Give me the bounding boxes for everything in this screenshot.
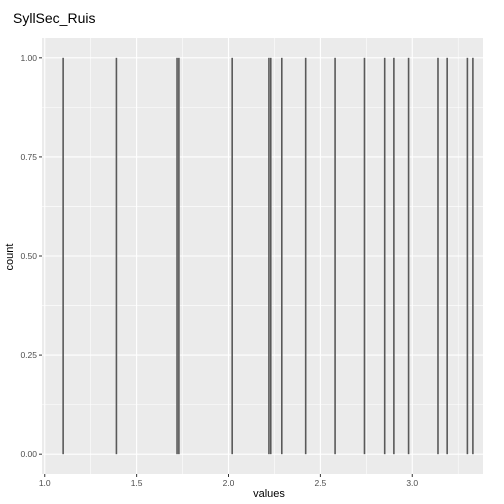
bar xyxy=(466,57,469,455)
y-tick-label: 0.50 xyxy=(20,251,37,261)
bar xyxy=(268,57,270,455)
bar xyxy=(269,57,272,455)
x-tick-label: 1.5 xyxy=(131,478,143,488)
x-tick-label: 2.0 xyxy=(223,478,235,488)
bar xyxy=(383,57,386,455)
bar xyxy=(437,57,439,455)
bar xyxy=(62,57,64,455)
y-axis: 0.00 0.25 0.50 0.75 1.00 xyxy=(20,53,42,459)
bar xyxy=(334,57,336,455)
bar xyxy=(115,57,118,455)
bar xyxy=(407,57,410,455)
bar xyxy=(393,57,395,455)
bar xyxy=(178,57,180,455)
bar xyxy=(472,57,474,455)
x-tick-label: 2.5 xyxy=(314,478,326,488)
y-axis-title: count xyxy=(4,244,16,271)
bar xyxy=(446,57,448,455)
x-tick-label: 1.0 xyxy=(39,478,51,488)
y-tick-label: 0.00 xyxy=(20,449,37,459)
y-tick-label: 0.25 xyxy=(20,350,37,360)
bar xyxy=(363,57,366,455)
bar xyxy=(280,57,283,455)
x-axis: 1.0 1.5 2.0 2.5 3.0 xyxy=(39,474,418,488)
bar xyxy=(231,57,233,455)
y-tick-label: 1.00 xyxy=(20,53,37,63)
bar xyxy=(176,57,178,455)
x-tick-label: 3.0 xyxy=(406,478,418,488)
bar xyxy=(304,57,307,455)
chart-title: SyllSec_Ruis xyxy=(13,10,95,26)
major-gridlines xyxy=(42,38,483,474)
y-tick-label: 0.75 xyxy=(20,152,37,162)
x-axis-title: values xyxy=(253,488,285,500)
bars xyxy=(62,57,474,455)
